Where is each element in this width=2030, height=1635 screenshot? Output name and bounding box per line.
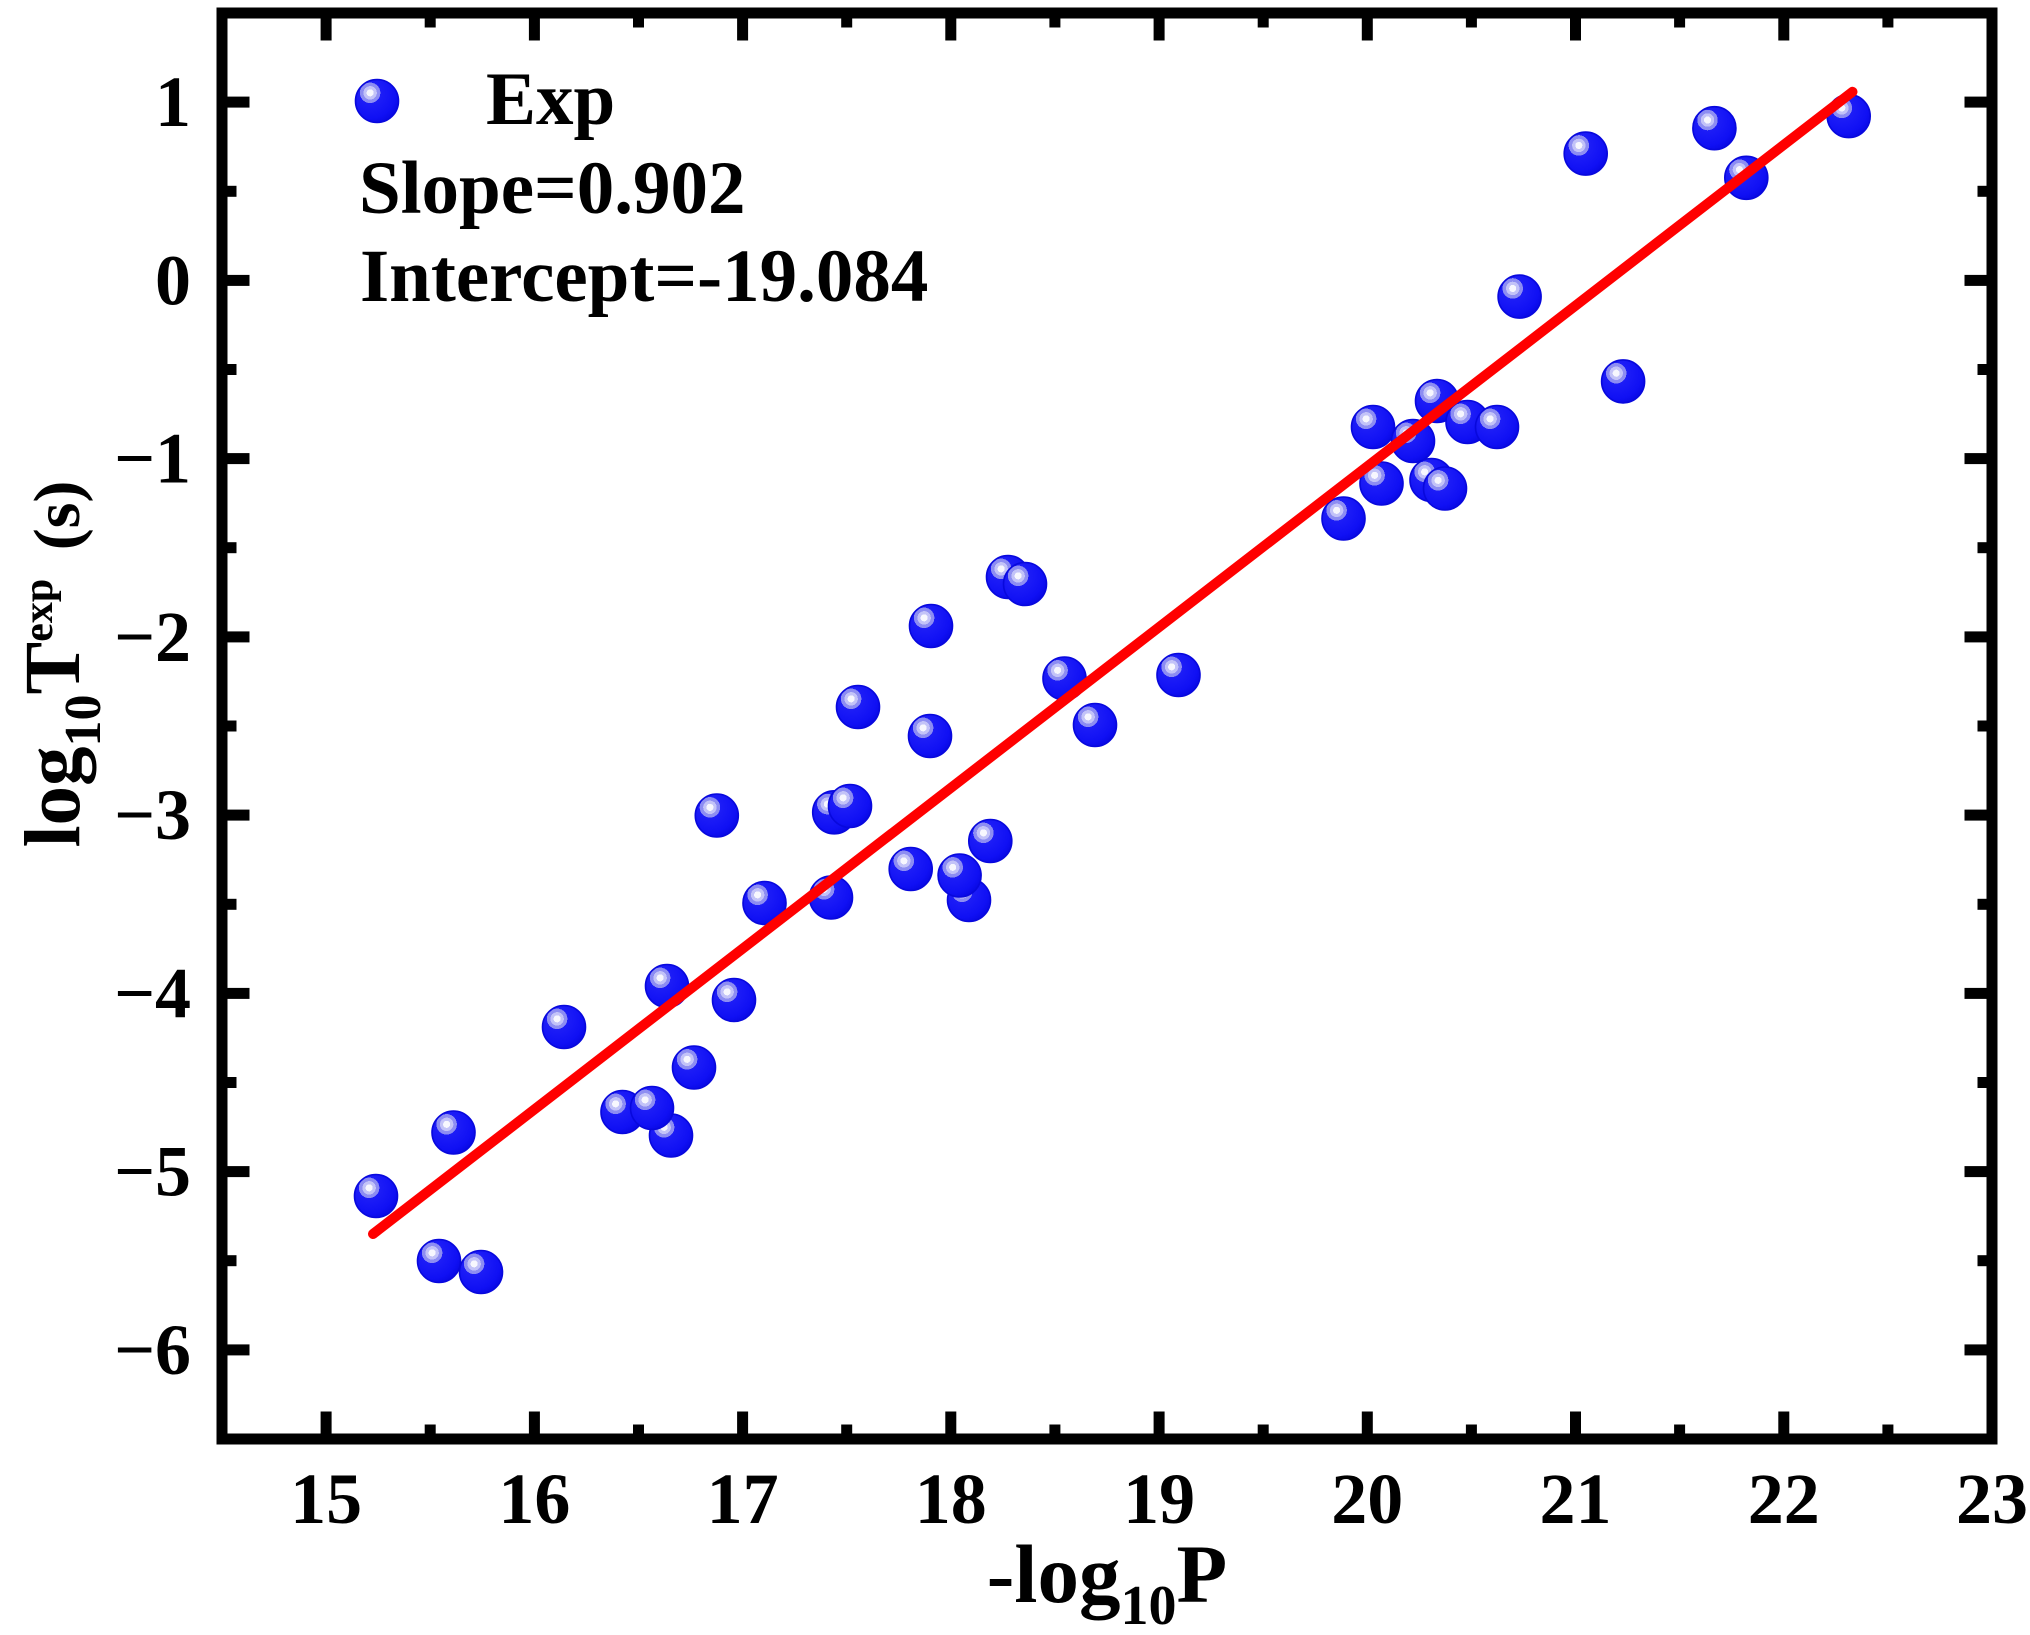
svg-text:−5: −5 xyxy=(114,1132,191,1212)
svg-text:1: 1 xyxy=(155,62,191,142)
svg-text:19: 19 xyxy=(1123,1459,1195,1539)
svg-text:17: 17 xyxy=(707,1459,779,1539)
svg-text:Intercept=-19.084: Intercept=-19.084 xyxy=(360,235,928,318)
svg-text:15: 15 xyxy=(290,1459,362,1539)
svg-text:Exp: Exp xyxy=(486,58,615,141)
svg-text:22: 22 xyxy=(1748,1459,1820,1539)
svg-text:−6: −6 xyxy=(114,1310,191,1390)
svg-text:16: 16 xyxy=(498,1459,570,1539)
svg-text:Slope=0.902: Slope=0.902 xyxy=(359,147,746,230)
svg-text:21: 21 xyxy=(1540,1459,1612,1539)
svg-text:20: 20 xyxy=(1331,1459,1403,1539)
svg-text:0: 0 xyxy=(155,240,191,320)
svg-text:−4: −4 xyxy=(114,953,191,1033)
svg-text:−1: −1 xyxy=(114,419,191,499)
svg-text:−2: −2 xyxy=(114,597,191,677)
svg-text:18: 18 xyxy=(915,1459,987,1539)
svg-text:−3: −3 xyxy=(114,775,191,855)
svg-text:-log10P: -log10P xyxy=(987,1528,1227,1635)
svg-text:23: 23 xyxy=(1956,1459,2028,1539)
